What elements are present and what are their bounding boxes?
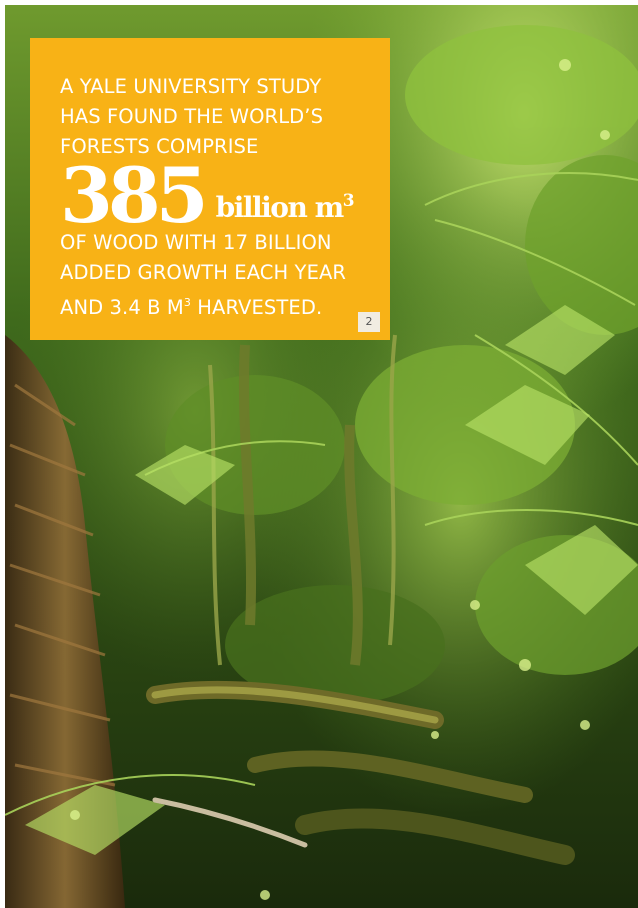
- tail-prefix: and 3.4 B M: [60, 296, 184, 319]
- callout-tail-text: of wood with 17 billion added growth eac…: [60, 228, 362, 323]
- statistic-unit-exponent: 3: [342, 191, 355, 211]
- footnote-marker[interactable]: 2: [358, 312, 380, 332]
- callout-lead-line: A Yale University study: [60, 75, 322, 98]
- headline-statistic: 385 billion m3: [60, 151, 362, 240]
- tail-exponent: 3: [183, 296, 191, 309]
- statistic-number: 385: [60, 151, 209, 240]
- statistic-unit-text: billion m: [215, 191, 345, 224]
- tail-suffix: harvested.: [190, 296, 323, 319]
- callout-lead-line: forests comprise: [60, 135, 259, 158]
- callout-tail-line: of wood with 17 billion: [60, 231, 332, 254]
- statistic-callout-box: A Yale University study has found the wo…: [30, 38, 390, 340]
- callout-lead-text: A Yale University study has found the wo…: [60, 72, 362, 162]
- page: A Yale University study has found the wo…: [5, 5, 638, 908]
- callout-lead-line: has found the world’s: [60, 105, 324, 128]
- callout-tail-line: and 3.4 B M3 harvested.: [60, 288, 362, 323]
- statistic-unit: billion m3: [215, 187, 355, 224]
- callout-tail-line: added growth each year: [60, 261, 347, 284]
